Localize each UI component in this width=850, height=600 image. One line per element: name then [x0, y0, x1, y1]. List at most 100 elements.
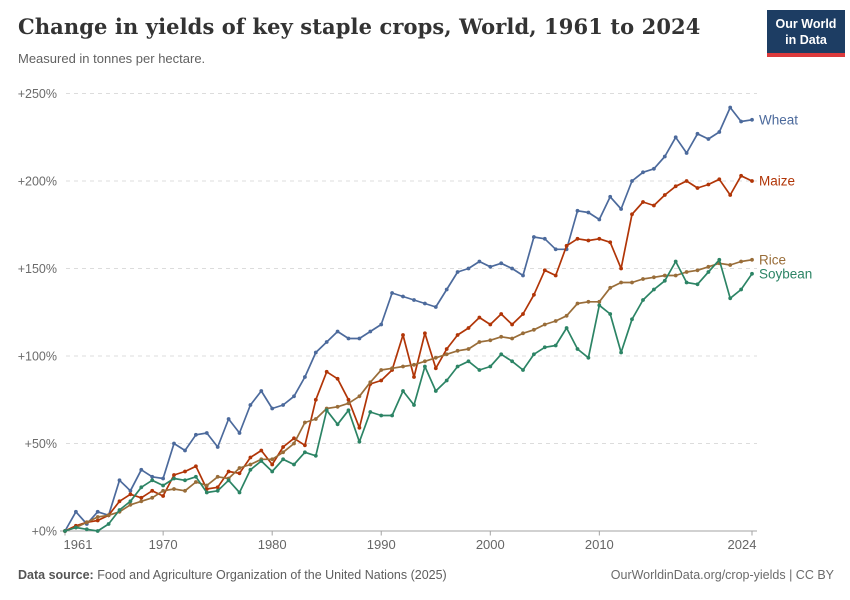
data-source-text: Food and Agriculture Organization of the… [93, 568, 447, 582]
wheat-point-1994 [423, 301, 427, 306]
soybean-point-1983 [303, 450, 307, 455]
soybean-point-1990 [379, 413, 384, 418]
soybean-point-1971 [172, 476, 176, 481]
credit-link[interactable]: OurWorldinData.org/crop-yields | CC BY [610, 568, 834, 582]
soybean-point-1981 [281, 457, 285, 462]
soybean-point-2019 [695, 282, 700, 287]
soybean-point-2006 [553, 343, 558, 348]
maize-point-2006 [553, 273, 558, 278]
soybean-point-1982 [292, 462, 296, 467]
wheat-point-1978 [248, 403, 253, 407]
soybean-point-1963 [84, 527, 89, 532]
wheat-point-1971 [172, 441, 176, 446]
maize-point-1975 [215, 485, 220, 490]
rice-point-1968 [139, 499, 144, 504]
x-axis-label-2024: 2024 [728, 537, 757, 552]
y-axis-label-0: +0% [32, 525, 57, 539]
rice-point-2010 [597, 299, 602, 304]
wheat-point-2016 [662, 154, 667, 159]
rice-point-2000 [488, 338, 493, 343]
soybean-point-1995 [433, 389, 438, 393]
maize-point-2011 [608, 240, 613, 245]
wheat-point-2019 [695, 131, 700, 136]
rice-point-1993 [412, 362, 416, 367]
wheat-point-2023 [739, 119, 743, 124]
wheat-point-1980 [270, 406, 275, 411]
maize-point-1969 [150, 488, 155, 493]
rice-point-1967 [128, 502, 133, 507]
rice-point-1965 [106, 513, 111, 518]
rice-point-1982 [292, 441, 296, 446]
maize-point-2016 [662, 193, 667, 197]
wheat-point-2018 [684, 151, 689, 155]
rice-line [64, 258, 753, 532]
maize-point-1968 [139, 495, 144, 500]
maize-point-1977 [237, 471, 242, 476]
wheat-point-2010 [597, 217, 602, 222]
soybean-point-1972 [183, 478, 187, 483]
wheat-point-1974 [204, 431, 209, 435]
wheat-point-1985 [324, 340, 329, 344]
soybean-point-1994 [423, 364, 427, 369]
maize-point-2019 [695, 186, 700, 190]
maize-point-1983 [303, 443, 307, 448]
rice-point-1997 [455, 348, 460, 353]
soybean-point-2012 [619, 350, 623, 355]
maize-point-1972 [183, 469, 187, 474]
wheat-point-1979 [259, 389, 264, 393]
soybean-point-2014 [641, 298, 645, 302]
wheat-point-1977 [237, 431, 242, 435]
rice-point-2015 [652, 275, 656, 280]
rice-point-2022 [728, 263, 733, 267]
soybean-point-1975 [215, 488, 220, 493]
maize-point-2018 [684, 179, 689, 183]
wheat-point-1987 [346, 336, 351, 341]
soybean-point-1961 [63, 529, 67, 533]
series-label-soybean: Soybean [759, 266, 812, 281]
wheat-point-2015 [652, 166, 656, 171]
soybean-point-1992 [401, 389, 405, 393]
owid-logo: Our World in Data [767, 10, 845, 57]
soybean-point-1966 [117, 508, 122, 512]
maize-point-2015 [652, 203, 656, 208]
rice-point-1969 [150, 495, 155, 500]
soybean-point-1996 [444, 378, 449, 383]
maize-point-1985 [324, 369, 329, 374]
maize-line [64, 174, 753, 532]
soybean-point-1993 [412, 403, 416, 407]
wheat-point-2024 [750, 117, 754, 122]
wheat-point-2021 [717, 130, 722, 134]
rice-point-2001 [499, 334, 504, 339]
maize-point-2008 [575, 236, 580, 241]
wheat-point-2003 [521, 273, 525, 278]
maize-point-2013 [630, 212, 634, 217]
maize-point-2012 [619, 266, 623, 271]
wheat-point-1998 [466, 266, 471, 271]
maize-point-1997 [455, 333, 460, 337]
series-label-rice: Rice [759, 252, 786, 267]
rice-point-1992 [401, 364, 405, 369]
data-source-label: Data source: [18, 568, 94, 582]
rice-point-2019 [695, 268, 700, 273]
rice-point-1990 [379, 368, 384, 372]
rice-point-2007 [564, 313, 569, 318]
maize-point-1982 [292, 436, 296, 441]
rice-point-1983 [303, 420, 307, 425]
wheat-point-2006 [553, 247, 558, 252]
chart-footer: Data source: Food and Agriculture Organi… [18, 568, 834, 582]
x-axis-label-2010: 2010 [585, 537, 614, 552]
soybean-point-1987 [346, 408, 351, 413]
maize-point-2000 [488, 322, 493, 327]
wheat-point-2017 [673, 135, 678, 140]
data-source-note: Data source: Food and Agriculture Organi… [18, 568, 447, 582]
soybean-point-2001 [499, 352, 504, 357]
maize-point-2017 [673, 184, 678, 189]
soybean-point-1967 [128, 499, 133, 504]
wheat-point-2005 [542, 236, 547, 241]
y-axis-label-200: +200% [18, 175, 57, 189]
maize-point-1990 [379, 378, 384, 383]
wheat-point-1984 [313, 350, 318, 355]
rice-point-2024 [750, 257, 754, 262]
